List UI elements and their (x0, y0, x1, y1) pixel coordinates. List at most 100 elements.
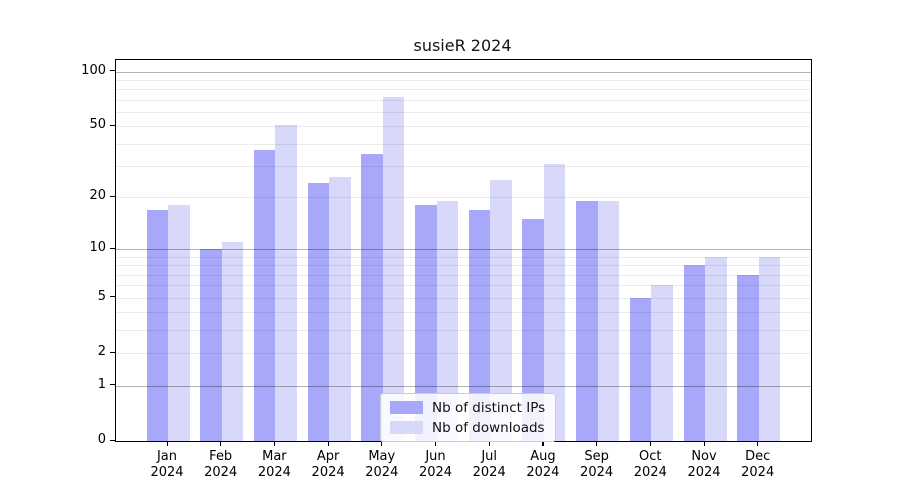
distinct-ips-swatch-icon (390, 401, 423, 414)
y-tick-label: 1 (97, 376, 106, 392)
x-tick-label: Aug 2024 (513, 449, 573, 480)
y-tick-label: 50 (89, 117, 106, 133)
bar-downloads (651, 285, 673, 441)
y-tick (110, 124, 115, 127)
bar-downloads (221, 242, 244, 441)
x-tick-label-month: Jul (481, 449, 498, 464)
grid-line-minor (116, 265, 811, 267)
grid-line-minor (116, 89, 811, 91)
x-tick-label: May 2024 (352, 449, 412, 480)
y-tick-label: 2 (97, 344, 106, 360)
grid-line-major (116, 385, 811, 387)
bar-distinct-ips (146, 209, 168, 441)
grid-line-minor (116, 312, 811, 314)
x-tick-label-year: 2024 (580, 464, 614, 480)
y-tick-label: 10 (89, 240, 106, 256)
bar-distinct-ips (629, 297, 652, 441)
bar-distinct-ips (522, 219, 544, 441)
x-tick-label-month: Oct (639, 449, 662, 464)
x-tick-label-month: Feb (209, 449, 233, 464)
grid-line-minor (116, 274, 811, 276)
x-tick-label: Jun 2024 (406, 449, 466, 480)
x-tick-label-year: 2024 (472, 464, 506, 480)
bar-distinct-ips (468, 209, 491, 441)
x-tick-label-month: Jun (425, 449, 446, 464)
y-tick (110, 439, 115, 441)
x-tick (488, 441, 490, 446)
x-tick-label-month: Dec (745, 449, 771, 464)
y-tick (110, 384, 115, 386)
x-tick-label-year: 2024 (687, 464, 721, 480)
legend-row-downloads: Nb of downloads (390, 419, 545, 436)
bar-downloads (543, 163, 566, 441)
x-tick (649, 441, 651, 446)
plot-area (115, 59, 812, 442)
y-tick-label: 100 (81, 62, 106, 78)
bar-downloads (275, 124, 297, 441)
x-tick (166, 441, 168, 446)
y-tick (110, 351, 115, 353)
x-tick-label: Sep 2024 (567, 449, 627, 480)
legend-label-distinct-ips: Nb of distinct IPs (432, 399, 546, 416)
x-tick-label: Feb 2024 (191, 449, 251, 480)
y-tick (110, 70, 115, 72)
bar-downloads (436, 201, 458, 441)
x-tick-label-year: 2024 (526, 464, 560, 480)
grid-line-minor (116, 80, 811, 82)
x-tick (327, 441, 329, 446)
bar-downloads (168, 205, 190, 441)
x-tick-label-month: Mar (262, 449, 287, 464)
grid-layer (116, 60, 811, 441)
y-tick-label: 5 (97, 288, 106, 304)
legend: Nb of distinct IPs Nb of downloads (380, 393, 557, 442)
x-tick-label-year: 2024 (150, 464, 184, 480)
grid-line-minor (116, 126, 811, 128)
y-tick-label: 20 (89, 188, 106, 204)
grid-line-minor (116, 256, 811, 258)
x-tick-label: Mar 2024 (244, 449, 304, 480)
bars-layer (116, 60, 811, 441)
x-tick-label-month: Jan (156, 449, 178, 464)
grid-line-minor (116, 166, 811, 168)
bar-distinct-ips (200, 249, 222, 441)
bar-downloads (490, 180, 512, 441)
bar-distinct-ips (253, 149, 276, 441)
bar-downloads (758, 256, 781, 441)
bar-downloads (329, 177, 351, 441)
y-tick (110, 296, 115, 298)
bar-downloads (705, 256, 727, 441)
x-tick (596, 441, 598, 446)
x-tick-label-year: 2024 (311, 464, 345, 480)
x-tick-label: Jan 2024 (137, 449, 197, 480)
x-tick (542, 441, 544, 446)
chart-title: susieR 2024 (413, 36, 512, 55)
grid-line-minor (116, 330, 811, 332)
x-tick-label-year: 2024 (365, 464, 399, 480)
x-tick-label-month: Nov (691, 449, 717, 464)
grid-line-minor (116, 143, 811, 145)
x-tick-label-month: Apr (316, 449, 340, 464)
x-tick (435, 441, 437, 446)
bar-downloads (382, 96, 405, 441)
bar-distinct-ips (307, 183, 330, 441)
x-tick-label: Apr 2024 (298, 449, 358, 480)
x-tick-label-year: 2024 (418, 464, 453, 480)
grid-line-minor (116, 285, 811, 287)
x-tick-label: Oct 2024 (620, 449, 680, 480)
x-tick-label: Nov 2024 (674, 449, 734, 480)
y-tick (110, 247, 115, 249)
x-tick-label-month: May (368, 449, 396, 464)
x-tick-label-month: Aug (530, 449, 556, 464)
grid-line-minor (116, 112, 811, 114)
x-tick-label-year: 2024 (257, 464, 291, 480)
x-tick (381, 441, 383, 446)
y-tick-label: 0 (97, 432, 106, 447)
bar-downloads (597, 201, 620, 441)
bar-distinct-ips (415, 205, 437, 441)
bar-distinct-ips (737, 274, 759, 441)
grid-line-minor (116, 99, 811, 101)
x-tick-label-year: 2024 (633, 464, 667, 480)
x-tick-label: Dec 2024 (728, 449, 788, 480)
grid-line-minor (116, 353, 811, 355)
